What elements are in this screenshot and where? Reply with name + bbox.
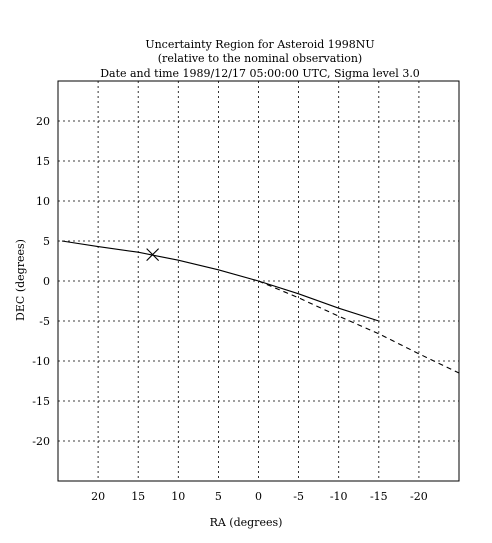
x-axis-label: RA (degrees) bbox=[210, 516, 283, 529]
chart-title-line-3: Date and time 1989/12/17 05:00:00 UTC, S… bbox=[100, 67, 420, 80]
x-marker-stroke bbox=[146, 248, 160, 261]
chart-title-line-1: Uncertainty Region for Asteroid 1998NU bbox=[145, 38, 374, 51]
x-marker bbox=[146, 248, 160, 261]
x-tick-label: 20 bbox=[91, 490, 105, 503]
y-tick-label: 10 bbox=[36, 195, 50, 208]
series-line-solid bbox=[61, 240, 379, 322]
x-tick-label: -5 bbox=[293, 490, 304, 503]
x-tick-label: -20 bbox=[410, 490, 428, 503]
x-tick-label: 0 bbox=[255, 490, 262, 503]
y-axis-label: DEC (degrees) bbox=[14, 239, 27, 321]
markers bbox=[146, 248, 160, 261]
y-tick-label: -5 bbox=[39, 315, 50, 328]
chart-title-line-2: (relative to the nominal observation) bbox=[158, 52, 362, 65]
series bbox=[61, 240, 460, 374]
plot-frame bbox=[57, 80, 460, 482]
y-tick-label: 5 bbox=[43, 235, 50, 248]
y-tick-label: -20 bbox=[32, 435, 50, 448]
x-tick-label: 10 bbox=[171, 490, 185, 503]
y-tick-label: 0 bbox=[43, 275, 50, 288]
x-tick-label: -10 bbox=[330, 490, 348, 503]
grid bbox=[58, 81, 459, 481]
y-tick-label: -15 bbox=[32, 395, 50, 408]
y-tick-label: 15 bbox=[36, 155, 50, 168]
series-line-dashed bbox=[258, 280, 460, 374]
x-tick-label: -15 bbox=[370, 490, 388, 503]
y-tick-label: -10 bbox=[32, 355, 50, 368]
x-tick-label: 15 bbox=[131, 490, 145, 503]
tick-labels: 20 15 10 5 0 -5 -10 -15 -20 20 15 10 5 0 -5 -10 -15 -20 bbox=[32, 115, 427, 503]
x-tick-label: 5 bbox=[215, 490, 222, 503]
y-tick-label: 20 bbox=[36, 115, 50, 128]
